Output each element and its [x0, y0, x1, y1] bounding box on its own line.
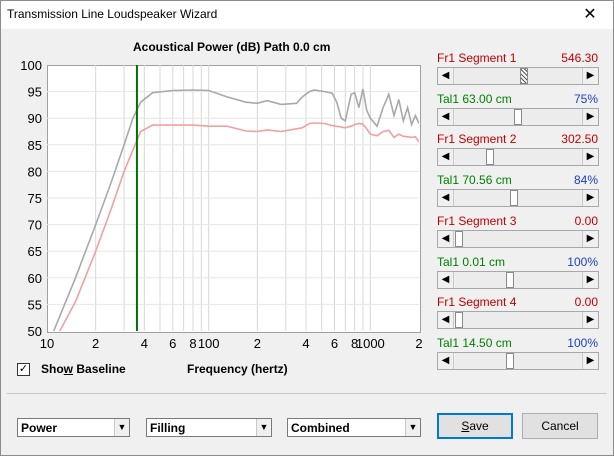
scroll-right-icon[interactable]: ▶	[582, 109, 598, 125]
segment-frequency-value: 302.50	[561, 132, 598, 146]
scroll-thumb[interactable]	[506, 353, 514, 369]
scroll-thumb[interactable]	[506, 272, 514, 288]
segment-percent-value: 100%	[567, 255, 598, 269]
scroll-left-icon[interactable]: ◀	[438, 272, 454, 288]
show-baseline-accel: w	[63, 362, 74, 376]
scroll-right-icon[interactable]: ▶	[582, 353, 598, 369]
scroll-track[interactable]	[455, 68, 581, 84]
chevron-down-icon[interactable]: ▼	[405, 419, 420, 436]
segment-length-slider[interactable]: ◀ ▶	[437, 352, 599, 370]
segment-frequency-slider[interactable]: ◀ ▶	[437, 67, 599, 85]
scroll-right-icon[interactable]: ▶	[582, 231, 598, 247]
mode-select-value: Power	[21, 421, 58, 435]
segment-length-slider[interactable]: ◀ ▶	[437, 189, 599, 207]
scroll-left-icon[interactable]: ◀	[438, 231, 454, 247]
scroll-track[interactable]	[455, 109, 581, 125]
segment-length-label: Tal1 0.01 cm	[437, 255, 506, 269]
scroll-thumb[interactable]	[514, 109, 522, 125]
save-label: ave	[469, 419, 489, 433]
segment-length-label: Tal1 63.00 cm	[437, 92, 512, 106]
show-baseline-label-part: Sho	[41, 362, 64, 376]
show-baseline-label-rest: Baseline	[73, 362, 126, 376]
show-baseline-label[interactable]: Show Baseline	[41, 362, 126, 376]
scroll-track[interactable]	[455, 149, 581, 165]
segment-frequency-value: 0.00	[574, 214, 598, 228]
scroll-thumb[interactable]	[510, 190, 518, 206]
mode-select[interactable]: Power ▼	[17, 418, 130, 437]
filling-select-value: Filling	[150, 421, 186, 435]
scroll-thumb[interactable]	[520, 68, 528, 84]
scroll-thumb[interactable]	[486, 149, 494, 165]
title-bar: Transmission Line Loudspeaker Wizard ✕	[1, 1, 613, 29]
segment-frequency-slider[interactable]: ◀ ▶	[437, 311, 599, 329]
separator	[7, 393, 607, 394]
segment-length-slider[interactable]: ◀ ▶	[437, 108, 599, 126]
scroll-left-icon[interactable]: ◀	[438, 353, 454, 369]
segment-frequency-label: Fr1 Segment 2	[437, 132, 517, 146]
scroll-track[interactable]	[455, 231, 581, 247]
scroll-track[interactable]	[455, 272, 581, 288]
segment-frequency-label: Fr1 Segment 3	[437, 214, 517, 228]
segment-length-slider[interactable]: ◀ ▶	[437, 271, 599, 289]
x-axis-label: Frequency (hertz)	[187, 362, 288, 376]
segment-percent-value: 75%	[573, 92, 598, 106]
scroll-track[interactable]	[455, 353, 581, 369]
scroll-left-icon[interactable]: ◀	[438, 68, 454, 84]
segment-percent-value: 84%	[573, 173, 598, 187]
scroll-thumb[interactable]	[455, 312, 463, 328]
combined-select-value: Combined	[291, 421, 350, 435]
scroll-track[interactable]	[455, 190, 581, 206]
show-baseline-checkbox[interactable]: ✓	[17, 363, 30, 376]
segment-frequency-label: Fr1 Segment 4	[437, 295, 517, 309]
segment-length-label: Tal1 14.50 cm	[437, 336, 512, 350]
window-title: Transmission Line Loudspeaker Wizard	[7, 7, 218, 21]
plot-area	[47, 65, 421, 333]
scroll-left-icon[interactable]: ◀	[438, 190, 454, 206]
scroll-right-icon[interactable]: ▶	[582, 312, 598, 328]
combined-select[interactable]: Combined ▼	[287, 418, 421, 437]
chevron-down-icon[interactable]: ▼	[114, 419, 129, 436]
segment-frequency-value: 0.00	[574, 295, 598, 309]
scroll-right-icon[interactable]: ▶	[582, 149, 598, 165]
segment-frequency-slider[interactable]: ◀ ▶	[437, 230, 599, 248]
close-icon[interactable]: ✕	[583, 6, 597, 23]
chevron-down-icon[interactable]: ▼	[256, 419, 271, 436]
save-accel: S	[461, 419, 470, 433]
scroll-thumb[interactable]	[455, 231, 463, 247]
scroll-left-icon[interactable]: ◀	[438, 109, 454, 125]
scroll-right-icon[interactable]: ▶	[582, 68, 598, 84]
chart-title: Acoustical Power (dB) Path 0.0 cm	[133, 40, 331, 54]
scroll-right-icon[interactable]: ▶	[582, 190, 598, 206]
scroll-track[interactable]	[455, 312, 581, 328]
scroll-left-icon[interactable]: ◀	[438, 312, 454, 328]
scroll-right-icon[interactable]: ▶	[582, 272, 598, 288]
segment-frequency-label: Fr1 Segment 1	[437, 51, 517, 65]
segment-length-label: Tal1 70.56 cm	[437, 173, 512, 187]
save-button[interactable]: Save	[437, 413, 513, 439]
cancel-button[interactable]: Cancel	[522, 413, 598, 439]
filling-select[interactable]: Filling ▼	[146, 418, 272, 437]
scroll-left-icon[interactable]: ◀	[438, 149, 454, 165]
segment-frequency-value: 546.30	[561, 51, 598, 65]
segment-frequency-slider[interactable]: ◀ ▶	[437, 148, 599, 166]
segment-percent-value: 100%	[567, 336, 598, 350]
